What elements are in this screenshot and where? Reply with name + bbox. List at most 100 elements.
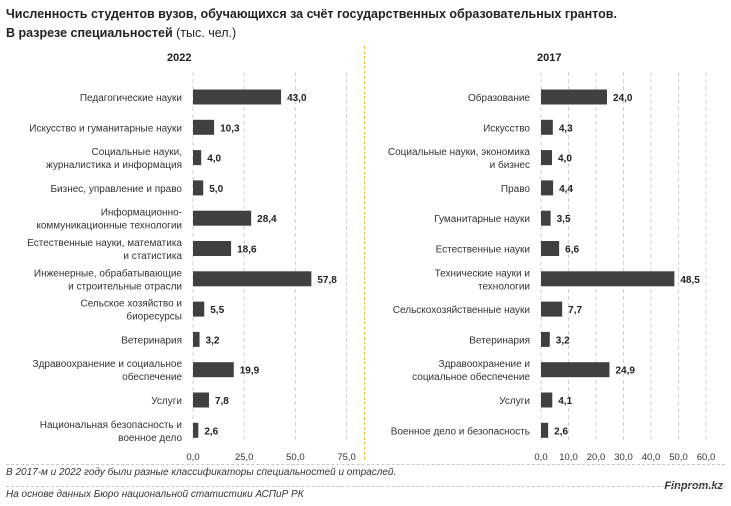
category-label-line: Право [501,184,531,195]
value-label-2022-3: 5,0 [209,184,223,195]
category-label-line: Естественные науки [436,245,530,256]
x-tick-label-2017-4: 40,0 [642,452,661,463]
category-label-line: Естественные науки, математика [27,238,182,249]
category-label-2017-8: Ветеринария [469,335,530,346]
value-label-2017-10: 4,1 [558,396,572,407]
category-label-line: Инженерные, обрабатывающие [34,267,183,279]
bar-2022-6 [193,271,312,287]
x-tick-label-2017-0: 0,0 [534,452,547,463]
category-label-line: Здравоохранение и социальное [33,359,183,370]
bar-2017-7 [541,301,563,317]
value-label-2017-2: 4,0 [558,154,572,165]
category-label-line: Услуги [151,396,182,407]
bar-2017-0 [541,89,607,105]
category-label-2022-3: Бизнес, управление и право [50,184,182,195]
category-label-2022-6: Инженерные, обрабатывающие и строительные… [34,267,183,292]
category-label-line: Образование [468,92,530,104]
value-label-2022-10: 7,8 [215,396,229,407]
bar-2022-7 [193,301,205,317]
bar-2017-10 [541,392,553,408]
value-label-2017-5: 6,6 [565,245,579,256]
category-label-2022-2: Социальные науки, журналистика и информац… [46,147,182,171]
category-label-line: Искусство и гуманитарные науки [29,123,182,134]
category-label-line: Технические науки и [435,268,530,279]
category-label-2017-11: Военное дело и безопасность [391,425,530,437]
category-label-2022-8: Ветеринария [121,335,182,346]
value-label-2022-5: 18,6 [237,245,257,256]
bar-2017-3 [541,180,554,196]
category-label-2022-7: Сельское хозяйство и биоресурсы [80,299,182,323]
value-label-2022-6: 57,8 [317,275,337,286]
x-tick-label-2022-3: 75,0 [337,452,356,463]
bar-2022-0 [193,89,282,105]
value-label-2017-4: 3,5 [557,214,571,225]
title-line-2: В разрезе специальностей (тыс. чел.) [6,24,617,43]
bar-2022-5 [193,241,232,256]
category-label-2017-0: Образование [468,92,530,104]
value-label-2017-0: 24,0 [613,93,633,104]
category-label-2017-2: Социальные науки, экономика и бизнес [388,147,531,171]
x-tick-label-2017-2: 20,0 [587,452,606,463]
bar-2017-4 [541,210,551,226]
bar-2022-4 [193,210,252,226]
category-label-2017-3: Право [501,184,531,195]
bar-2022-3 [193,180,204,196]
category-label-line: Услуги [499,396,530,407]
x-tick-label-2017-3: 30,0 [614,452,633,463]
category-label-line: Сельское хозяйство и [80,299,182,310]
footer-divider-top [6,464,725,465]
footnote-source: На основе данных Бюро национальной стати… [6,489,304,500]
category-label-2017-1: Искусство [483,123,530,134]
title-line-2-text: В разрезе специальностей [6,26,173,40]
category-label-line: Бизнес, управление и право [50,184,182,195]
x-tick-label-2022-2: 50,0 [286,452,305,463]
category-label-line: Социальные науки, [92,147,182,158]
category-label-line: Информационно- [101,207,182,219]
category-label-2017-7: Сельскохозяйственные науки [393,305,530,316]
category-label-line: Национальная безопасность и [40,419,182,431]
category-label-2022-5: Естественные науки, математика и статисти… [27,238,182,262]
category-label-line: Сельскохозяйственные науки [393,305,530,316]
panel-2022-year-label: 2022 [167,52,192,64]
category-label-line: военное дело [118,433,182,444]
category-label-line: и бизнес [490,159,530,171]
value-label-2017-8: 3,2 [556,335,570,346]
category-label-2022-4: Информационно-коммуникационные технологи… [36,207,182,232]
category-label-line: Ветеринария [121,335,182,346]
value-label-2017-7: 7,7 [568,305,582,316]
category-label-line: Здравоохранение и [439,359,530,370]
category-label-line: социальное обеспечение [412,371,530,383]
bar-2022-8 [193,331,200,347]
bar-2022-2 [193,150,202,166]
value-label-2017-9: 24,9 [615,366,635,377]
category-label-line: Военное дело и безопасность [391,425,530,437]
x-tick-label-2022-0: 0,0 [186,452,199,463]
value-label-2017-11: 2,6 [554,426,568,437]
category-label-line: и строительные отрасли [68,281,182,292]
value-label-2022-9: 19,9 [240,366,260,377]
category-label-2017-9: Здравоохранение и социальное обеспечение [412,359,530,383]
value-label-2022-4: 28,4 [257,214,277,225]
category-label-2022-10: Услуги [151,396,182,407]
category-label-2017-10: Услуги [499,396,530,407]
bar-2017-9 [541,362,610,378]
category-label-line: обеспечение [122,371,182,383]
category-label-line: Педагогические науки [80,93,182,104]
x-tick-label-2017-1: 10,0 [559,452,578,463]
value-label-2022-11: 2,6 [204,426,218,437]
category-label-line: журналистика и информация [46,159,182,171]
category-label-line: технологии [478,281,530,292]
category-label-2017-4: Гуманитарные науки [434,214,530,225]
value-label-2022-8: 3,2 [206,335,220,346]
bar-2022-10 [193,392,209,408]
bar-2022-9 [193,362,234,378]
x-tick-label-2022-1: 25,0 [235,452,254,463]
title-line-1: Численность студентов вузов, обучающихся… [6,7,617,21]
bar-2017-6 [541,271,675,287]
category-label-line: Гуманитарные науки [434,214,530,225]
value-label-2022-2: 4,0 [207,154,221,165]
value-label-2017-3: 4,4 [559,184,573,195]
bar-2017-1 [541,119,553,135]
bar-2017-2 [541,150,552,166]
value-label-2022-0: 43,0 [287,93,307,104]
